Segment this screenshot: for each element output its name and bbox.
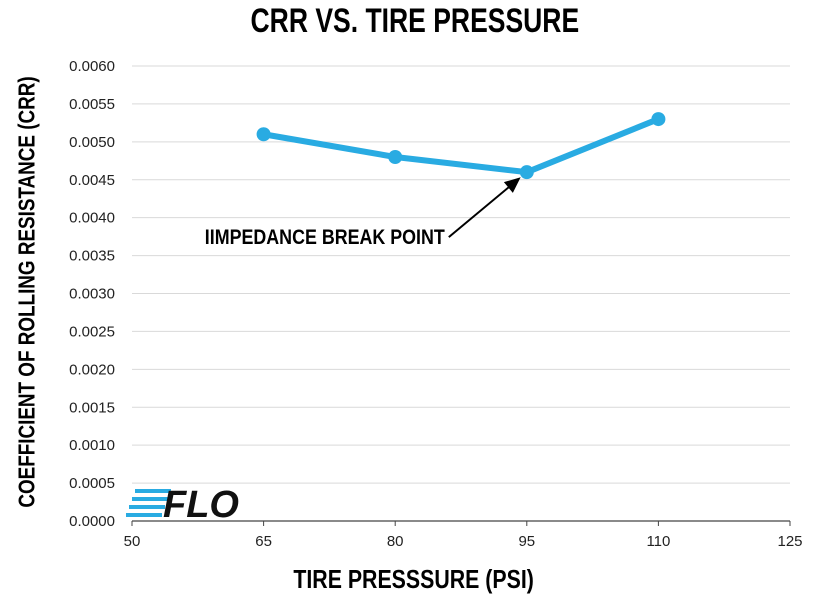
y-tick-label: 0.0000 xyxy=(69,513,115,530)
annotation-arrow xyxy=(448,184,513,238)
series-group xyxy=(256,112,666,180)
logo-text: FLO xyxy=(163,484,239,526)
y-tick-label: 0.0055 xyxy=(69,96,115,113)
x-tick-label: 125 xyxy=(777,533,802,550)
y-tick-label: 0.0045 xyxy=(69,172,115,189)
y-tick-labels: 0.0000 0.0005 0.0010 0.0015 0.0020 0.0025 0.00… xyxy=(69,58,115,530)
data-point xyxy=(651,112,666,127)
x-tick-label: 65 xyxy=(255,533,272,550)
series-line xyxy=(260,116,662,176)
y-tick-label: 0.0005 xyxy=(69,475,115,492)
x-tick-label: 95 xyxy=(518,533,535,550)
data-point xyxy=(256,127,271,142)
annotation-label: IIMPEDANCE BREAK POINT xyxy=(205,226,445,249)
x-tick-label: 50 xyxy=(124,533,141,550)
y-tick-label: 0.0060 xyxy=(69,58,115,75)
chart-title: CRR VS. TIRE PRESSURE xyxy=(250,2,580,40)
annotation-arrowhead xyxy=(503,177,521,193)
data-point xyxy=(388,150,403,164)
y-tick-label: 0.0010 xyxy=(69,437,115,454)
y-tick-label: 0.0030 xyxy=(69,286,115,303)
x-tick-label: 110 xyxy=(646,533,670,550)
y-tick-label: 0.0025 xyxy=(69,323,115,340)
flo-logo: FLO xyxy=(126,484,239,526)
x-axis-label: TIRE PRESSSURE (PSI) xyxy=(293,564,534,594)
y-tick-label: 0.0035 xyxy=(69,248,115,265)
y-tick-label: 0.0040 xyxy=(69,210,115,227)
annotation-group: IIMPEDANCE BREAK POINT xyxy=(205,177,521,249)
grid-lines xyxy=(131,65,791,526)
x-tick-label: 80 xyxy=(387,533,404,550)
y-tick-label: 0.0020 xyxy=(69,361,115,378)
y-tick-label: 0.0050 xyxy=(69,134,115,151)
data-point xyxy=(519,165,534,180)
y-tick-label: 0.0015 xyxy=(69,399,115,416)
x-tick-labels: 50 65 80 95 110 125 xyxy=(124,533,803,550)
